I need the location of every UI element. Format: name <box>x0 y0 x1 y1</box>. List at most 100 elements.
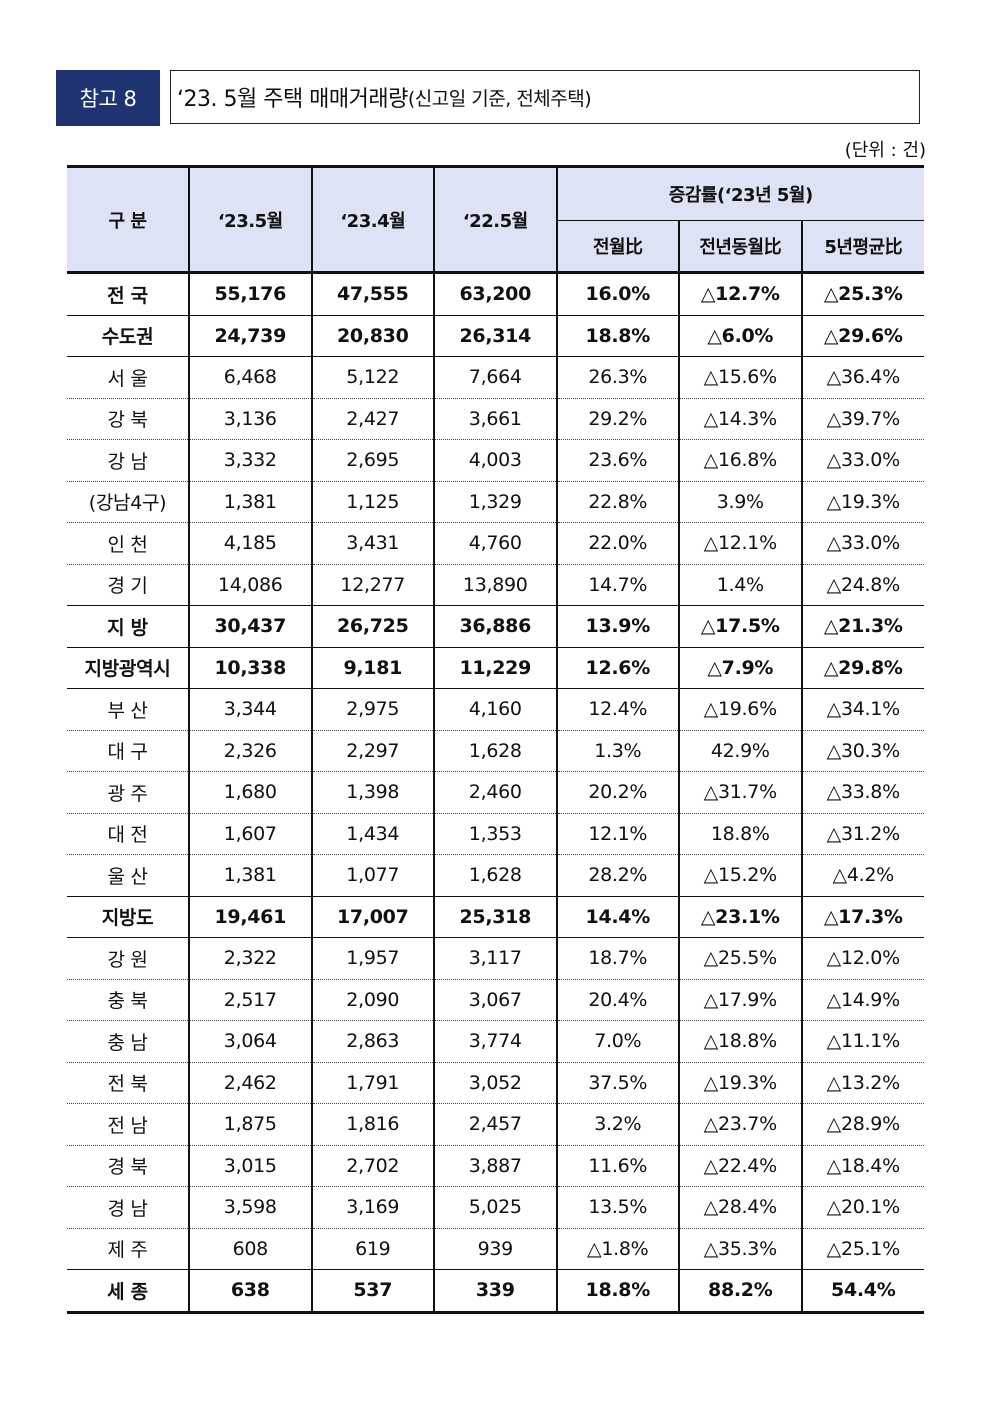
value-2305: 1,875 <box>188 1103 312 1145</box>
region-label: 울 산 <box>67 854 189 896</box>
change-mom: △1.8% <box>555 1227 679 1270</box>
change-yoy: 88.2% <box>678 1269 802 1312</box>
value-2205: 7,664 <box>433 356 557 398</box>
region-label: (강남4구) <box>67 480 189 523</box>
change-mom: 20.4% <box>555 978 679 1021</box>
value-2205: 3,661 <box>433 397 557 440</box>
region-label: 세 종 <box>67 1269 189 1312</box>
change-5y-avg: △29.8% <box>800 646 924 689</box>
value-2305: 3,015 <box>188 1144 312 1187</box>
change-yoy: △14.3% <box>678 397 802 440</box>
change-5y-avg: △17.3% <box>800 895 924 938</box>
table-row: 부 산 3,344 2,975 4,160 12.4% △19.6% △34.1% <box>67 688 924 730</box>
value-2305: 3,598 <box>188 1186 312 1228</box>
region-label: 강 북 <box>67 397 189 440</box>
change-yoy: △25.5% <box>678 937 802 979</box>
region-label: 전 남 <box>67 1103 189 1145</box>
value-2304: 2,975 <box>310 688 434 730</box>
change-5y-avg: △4.2% <box>800 854 924 896</box>
region-label: 경 남 <box>67 1186 189 1228</box>
value-2305: 1,381 <box>188 480 312 523</box>
change-yoy: △17.9% <box>678 978 802 1021</box>
table-row: 전 남 1,875 1,816 2,457 3.2% △23.7% △28.9% <box>67 1103 924 1145</box>
value-2205: 13,890 <box>433 563 557 606</box>
change-mom: 1.3% <box>555 729 679 772</box>
value-2304: 12,277 <box>310 563 434 606</box>
value-2205: 4,003 <box>433 439 557 481</box>
change-5y-avg: △11.1% <box>800 1020 924 1062</box>
title-main: ‘23. 5월 주택 매매거래량 <box>177 87 408 112</box>
region-label: 전 국 <box>107 284 148 307</box>
value-2205: 11,229 <box>433 646 557 689</box>
change-mom: 23.6% <box>555 439 679 481</box>
value-2205: 339 <box>433 1269 557 1312</box>
region-label: 지 방 <box>67 605 189 647</box>
table-row: (강남4구) 1,381 1,125 1,329 22.8% 3.9% △19.3% <box>67 480 924 523</box>
region-label: 대 구 <box>67 729 189 772</box>
title-area: 참고 8 ‘23. 5월 주택 매매거래량 (신고일 기준, 전체주택) <box>56 70 920 126</box>
value-2304: 20,830 <box>310 314 434 357</box>
value-2304: 537 <box>310 1269 434 1312</box>
value-2305: 3,136 <box>188 397 312 440</box>
table-row: 전 국 55,176 47,555 63,200 16.0% △12.7% △25.3% <box>67 272 924 315</box>
change-yoy: △28.4% <box>678 1186 802 1228</box>
table-row: 경 북 3,015 2,702 3,887 11.6% △22.4% △18.4% <box>67 1144 924 1187</box>
value-2304: 1,077 <box>310 854 434 896</box>
change-5y-avg: △30.3% <box>800 729 924 772</box>
change-yoy: △19.6% <box>678 688 802 730</box>
table-row: 제 주 608 619 939 △1.8% △35.3% △25.1% <box>67 1227 924 1270</box>
header-5y-avg: 5년평균比 <box>800 220 924 273</box>
value-2305: 608 <box>188 1227 312 1270</box>
change-mom: 12.6% <box>555 646 679 689</box>
change-mom: 28.2% <box>555 854 679 896</box>
value-2305: 2,517 <box>188 978 312 1021</box>
region-label: 서 울 <box>67 356 189 398</box>
value-2304: 1,816 <box>310 1103 434 1145</box>
change-mom: 37.5% <box>555 1061 679 1104</box>
table-row: 지방광역시 10,338 9,181 11,229 12.6% △7.9% △29.8% <box>67 646 924 689</box>
change-yoy: △23.7% <box>678 1103 802 1145</box>
value-2205: 3,774 <box>433 1020 557 1062</box>
table-row: 지 방 30,437 26,725 36,886 13.9% △17.5% △21.3% <box>67 605 924 647</box>
value-2304: 1,957 <box>310 937 434 979</box>
table-row: 지방도 19,461 17,007 25,318 14.4% △23.1% △17.3% <box>67 895 924 938</box>
table-row: 울 산 1,381 1,077 1,628 28.2% △15.2% △4.2% <box>67 854 924 896</box>
region-label: 인 천 <box>67 522 189 564</box>
change-mom: 11.6% <box>555 1144 679 1187</box>
value-2305: 2,462 <box>188 1061 312 1104</box>
region-label: 전 북 <box>67 1061 189 1104</box>
table-row: 경 기 14,086 12,277 13,890 14.7% 1.4% △24.8% <box>67 563 924 606</box>
value-2304: 1,398 <box>310 771 434 813</box>
value-2305: 19,461 <box>188 895 312 938</box>
region-label: 대 전 <box>67 812 189 855</box>
header-2205: ‘22.5월 <box>433 165 557 273</box>
value-2305: 2,326 <box>188 729 312 772</box>
change-5y-avg: △29.6% <box>800 314 924 357</box>
change-5y-avg: △33.8% <box>800 771 924 813</box>
region-label: 경 북 <box>67 1144 189 1187</box>
region-label: 충 남 <box>67 1020 189 1062</box>
change-yoy: △12.1% <box>678 522 802 564</box>
change-yoy: △35.3% <box>678 1227 802 1270</box>
value-2205: 3,052 <box>433 1061 557 1104</box>
value-2305: 1,680 <box>188 771 312 813</box>
change-5y-avg: △31.2% <box>800 812 924 855</box>
change-yoy: △19.3% <box>678 1061 802 1104</box>
change-5y-avg: △34.1% <box>800 688 924 730</box>
table-row: 강 원 2,322 1,957 3,117 18.7% △25.5% △12.0% <box>67 937 924 979</box>
value-2205: 2,460 <box>433 771 557 813</box>
value-2304: 17,007 <box>310 895 434 938</box>
value-2304: 2,427 <box>310 397 434 440</box>
change-mom: 18.8% <box>555 1269 679 1312</box>
value-2205: 3,887 <box>433 1144 557 1187</box>
value-2205: 26,314 <box>433 314 557 357</box>
table-row: 전 북 2,462 1,791 3,052 37.5% △19.3% △13.2% <box>67 1061 924 1104</box>
region-label: 지방도 <box>67 895 189 938</box>
change-mom: 12.4% <box>555 688 679 730</box>
change-mom: 3.2% <box>555 1103 679 1145</box>
value-2205: 25,318 <box>433 895 557 938</box>
table-row: 서 울 6,468 5,122 7,664 26.3% △15.6% △36.4% <box>67 356 924 398</box>
change-5y-avg: △14.9% <box>800 978 924 1021</box>
table-row: 광 주 1,680 1,398 2,460 20.2% △31.7% △33.8% <box>67 771 924 813</box>
region-label: 강 남 <box>67 439 189 481</box>
